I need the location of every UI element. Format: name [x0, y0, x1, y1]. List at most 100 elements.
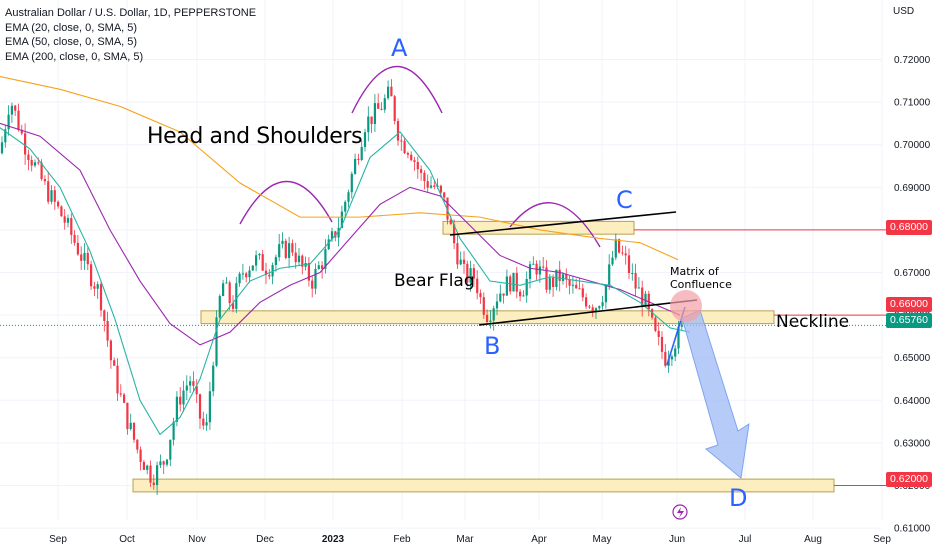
- candle-84: [278, 233, 281, 262]
- candle-63: [208, 381, 211, 430]
- candle-body-42: [139, 449, 142, 462]
- candle-35: [116, 358, 119, 401]
- candle-body-128: [423, 172, 426, 182]
- pattern-arcs: [239, 66, 601, 248]
- candle-184: [608, 254, 611, 290]
- candle-body-80: [264, 270, 268, 275]
- candle-body-46: [152, 482, 155, 486]
- candle-107: [354, 153, 357, 175]
- candle-body-116: [383, 98, 386, 110]
- candle-body-141: [466, 263, 469, 283]
- candle-body-135: [446, 197, 449, 220]
- candle-1: [4, 124, 7, 148]
- candle-129: [426, 174, 429, 193]
- candle-10: [33, 159, 37, 168]
- candle-body-148: [489, 320, 492, 322]
- candle-body-136: [449, 219, 452, 225]
- matrix-label[interactable]: Matrix of Confluence: [670, 265, 732, 291]
- candle-body-73: [241, 273, 244, 275]
- candle-190: [627, 248, 631, 280]
- candle-body-105: [347, 192, 350, 202]
- candle-119: [393, 94, 396, 125]
- candle-44: [146, 464, 149, 475]
- candle-body-147: [486, 314, 489, 322]
- candle-117: [387, 80, 390, 100]
- x-tick-label-8: May: [593, 534, 612, 545]
- candle-body-107: [354, 158, 357, 174]
- candle-body-25: [83, 252, 86, 261]
- candle-164: [542, 256, 545, 270]
- candle-130: [429, 176, 433, 189]
- point-d-label[interactable]: D: [729, 484, 748, 512]
- candle-92: [304, 256, 307, 271]
- candle-85: [281, 232, 284, 249]
- candle-body-76: [251, 265, 254, 271]
- candle-body-110: [363, 132, 367, 147]
- price-tag-062000: 0.62000: [886, 472, 932, 487]
- candle-body-131: [433, 185, 436, 187]
- candle-70: [231, 295, 235, 313]
- candle-body-71: [235, 283, 238, 309]
- candle-138: [456, 234, 459, 269]
- neckline-label[interactable]: Neckline: [776, 312, 850, 332]
- candle-95: [314, 263, 317, 295]
- candle-45: [149, 460, 152, 487]
- candle-body-58: [192, 381, 195, 386]
- head-shoulders-label[interactable]: Head and Shoulders: [147, 124, 363, 149]
- candle-body-185: [611, 257, 614, 265]
- legend-ema50[interactable]: EMA (50, close, 0, SMA, 5): [5, 36, 138, 48]
- legend-ema200[interactable]: EMA (200, close, 0, SMA, 5): [5, 50, 144, 63]
- bear-flag-label[interactable]: Bear Flag: [394, 271, 475, 291]
- candle-73: [241, 263, 244, 280]
- candle-80: [264, 262, 268, 284]
- ema-lines: [0, 76, 691, 436]
- candle-body-157: [519, 291, 522, 297]
- candle-178: [588, 304, 591, 309]
- candle-12: [40, 159, 43, 181]
- candle-27: [90, 260, 93, 291]
- candle-78: [258, 252, 261, 260]
- candle-67: [222, 279, 225, 297]
- candle-body-192: [634, 273, 637, 289]
- candle-body-189: [624, 253, 627, 256]
- candle-body-144: [476, 278, 479, 294]
- point-c-label[interactable]: C: [616, 186, 633, 214]
- candle-body-35: [116, 365, 119, 394]
- candle-149: [492, 305, 495, 331]
- x-tick-label-2: Nov: [188, 534, 206, 545]
- candle-60: [198, 393, 202, 429]
- candle-206: [680, 320, 683, 330]
- candle-14: [47, 171, 50, 205]
- candle-82: [271, 262, 274, 285]
- y-tick-label-2: 0.70000: [894, 140, 931, 151]
- candle-body-43: [142, 461, 145, 470]
- candle-61: [202, 411, 205, 430]
- candle-body-36: [119, 393, 122, 395]
- candle-96: [317, 261, 320, 270]
- point-a-label[interactable]: A: [391, 34, 408, 62]
- candle-body-77: [255, 255, 258, 266]
- x-axis[interactable]: Sep Oct Nov Dec 2023 Feb Mar Apr May Jun Jul Aug Sep: [49, 534, 891, 545]
- candle-121: [400, 134, 403, 151]
- point-b-label[interactable]: B: [484, 332, 501, 360]
- matrix-label-line2: Confluence: [670, 278, 732, 291]
- candle-body-1: [4, 129, 7, 143]
- candle-body-181: [598, 306, 601, 309]
- candle-23: [76, 234, 79, 256]
- head-arc: [351, 66, 443, 114]
- candle-body-15: [50, 190, 53, 202]
- candle-body-62: [205, 422, 208, 426]
- legend-ema20[interactable]: EMA (20, close, 0, SMA, 5): [5, 21, 138, 34]
- candle-19: [63, 209, 66, 230]
- matrix-label-line1: Matrix of: [670, 265, 719, 278]
- candle-146: [482, 292, 485, 319]
- y-axis[interactable]: 0.720000.710000.700000.690000.680000.670…: [894, 55, 931, 535]
- candle-body-173: [571, 284, 574, 286]
- candle-126: [416, 156, 419, 179]
- legend-symbol[interactable]: Australian Dollar / U.S. Dollar, 1D, PEP…: [5, 7, 257, 19]
- candle-body-143: [472, 268, 475, 279]
- candle-115: [380, 102, 383, 111]
- candle-151: [499, 284, 502, 303]
- projection-arrow: [681, 309, 750, 479]
